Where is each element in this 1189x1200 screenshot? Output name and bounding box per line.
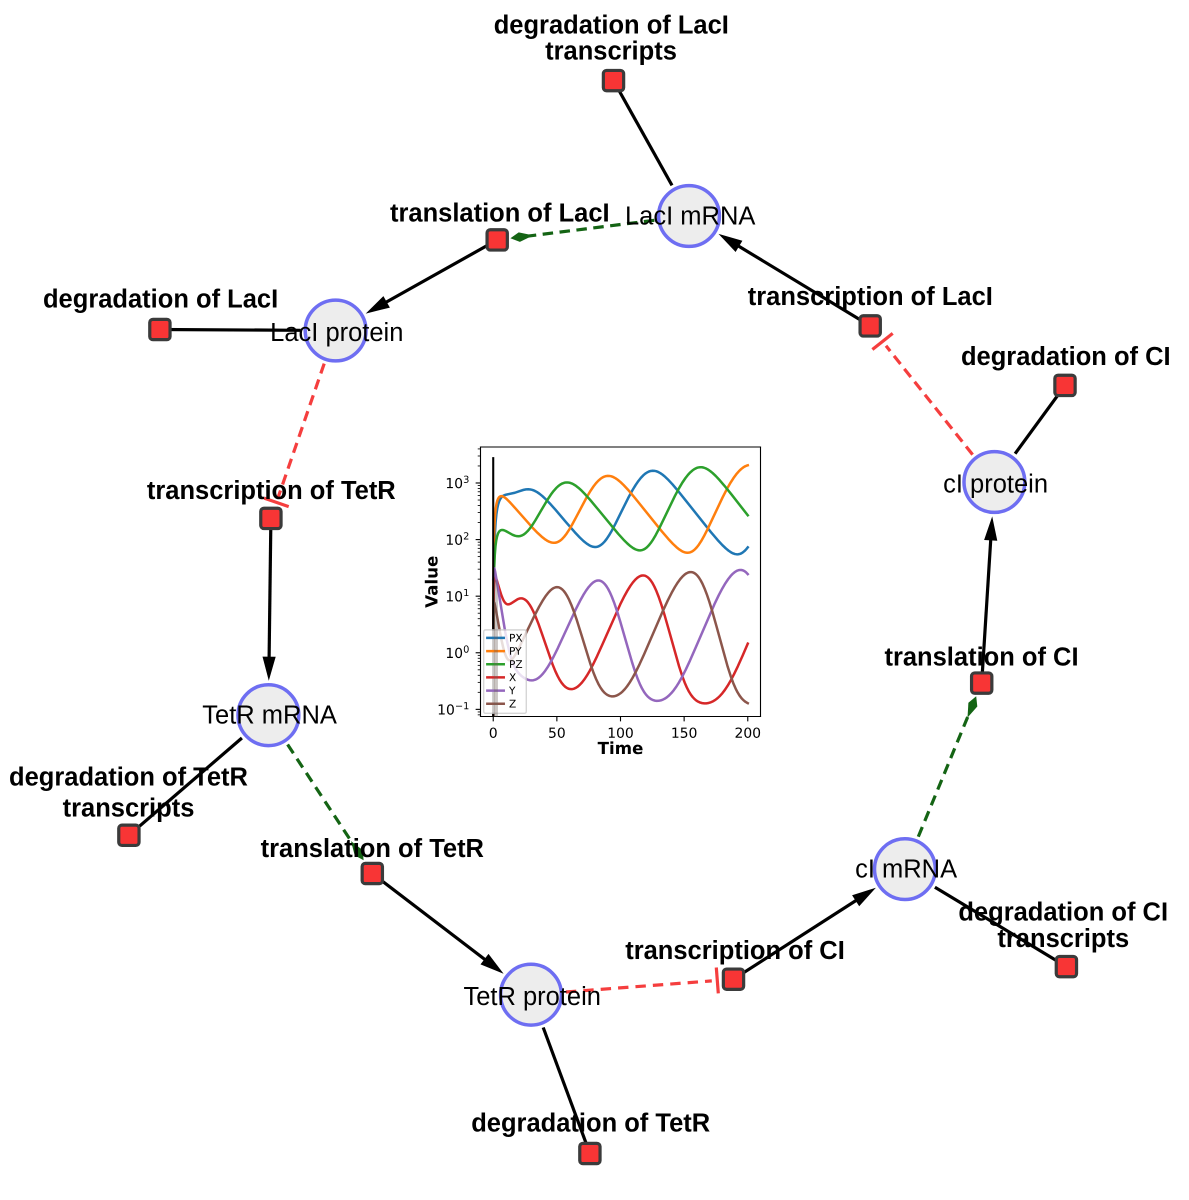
svg-text:TetR protein: TetR protein	[463, 983, 601, 1011]
svg-text:degradation of TetR: degradation of TetR	[9, 764, 248, 792]
svg-text:LacI protein: LacI protein	[270, 319, 403, 347]
svg-text:degradation of CI: degradation of CI	[961, 343, 1171, 371]
svg-text:translation of CI: translation of CI	[884, 643, 1078, 671]
svg-text:translation of TetR: translation of TetR	[261, 835, 484, 863]
svg-text:LacI mRNA: LacI mRNA	[625, 203, 755, 231]
svg-text:TetR mRNA: TetR mRNA	[202, 702, 337, 730]
svg-text:transcription of CI: transcription of CI	[625, 937, 845, 965]
svg-text:cI mRNA: cI mRNA	[855, 856, 957, 884]
svg-text:cI protein: cI protein	[943, 470, 1048, 498]
svg-text:degradation of CI: degradation of CI	[958, 899, 1168, 927]
svg-text:degradation of LacI: degradation of LacI	[494, 12, 729, 40]
svg-text:degradation of TetR: degradation of TetR	[471, 1110, 710, 1138]
svg-text:translation of LacI: translation of LacI	[390, 200, 610, 228]
svg-text:transcripts: transcripts	[545, 38, 677, 66]
svg-text:transcription of TetR: transcription of TetR	[147, 477, 396, 505]
svg-text:transcription of LacI: transcription of LacI	[748, 283, 993, 311]
svg-text:transcripts: transcripts	[63, 795, 195, 823]
svg-text:degradation of LacI: degradation of LacI	[43, 285, 278, 313]
svg-text:transcripts: transcripts	[997, 925, 1129, 953]
